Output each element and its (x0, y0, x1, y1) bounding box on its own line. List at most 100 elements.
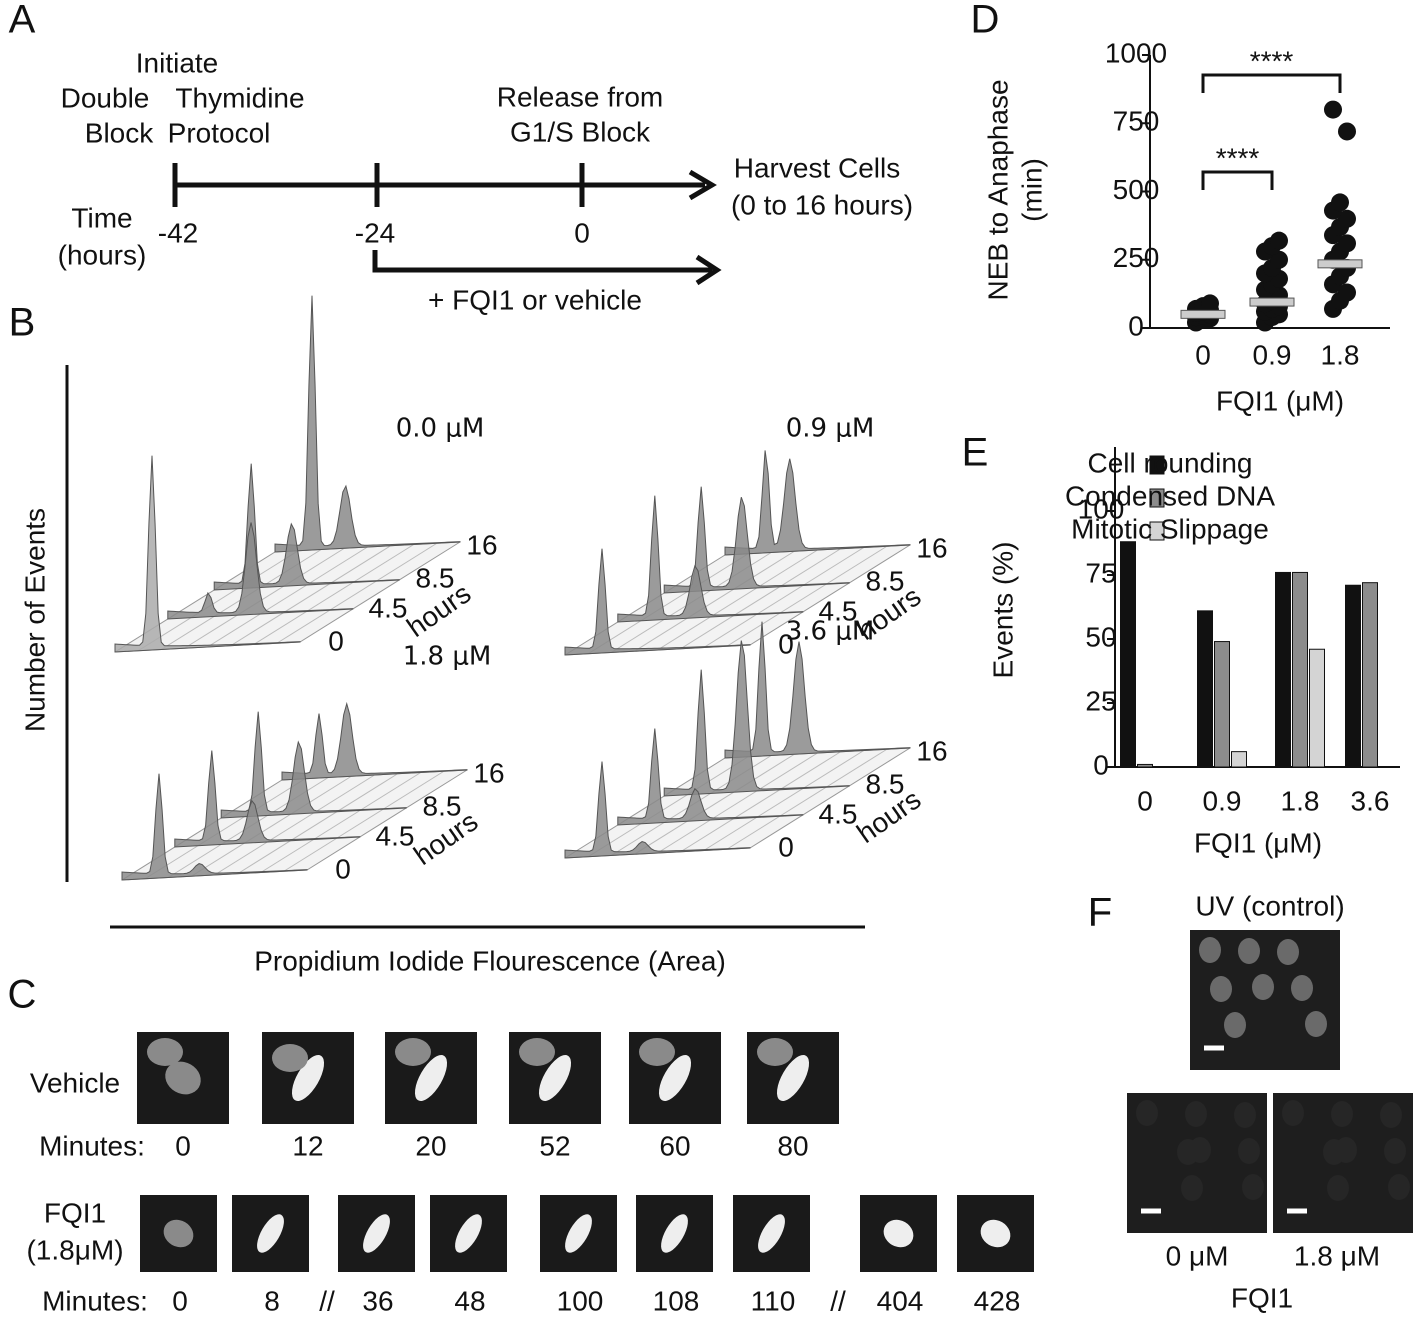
plane-grid (144, 778, 306, 880)
plane-grid (587, 756, 749, 858)
bar (1275, 571, 1291, 768)
time-label: 20 (415, 1130, 446, 1161)
bar (1231, 751, 1247, 768)
time-label: 0 (778, 628, 794, 659)
time-label: 4.5 (819, 595, 858, 626)
histogram-trace (564, 548, 751, 656)
row-label: FQI1 (44, 1197, 106, 1228)
significance-label: **** (1250, 45, 1294, 76)
nucleus (291, 1055, 325, 1101)
plane-grid (191, 775, 352, 877)
plane-grid (680, 548, 841, 650)
label: + FQI1 or vehicle (428, 284, 642, 315)
row-label: Minutes: (39, 1130, 145, 1161)
nucleus (519, 1038, 555, 1066)
label: (hours) (58, 239, 147, 270)
axis-label: Number of Events (19, 508, 50, 732)
histogram-trace (281, 701, 468, 781)
plane-grid (703, 750, 865, 851)
bar (1292, 571, 1308, 768)
time-label: 4.5 (819, 798, 858, 829)
legend-label: Cell rounding (1088, 447, 1253, 478)
time-label: 48 (454, 1285, 485, 1316)
data-point (1338, 122, 1356, 141)
time-label: 16 (466, 529, 497, 560)
y-tick-label: 75 (1085, 557, 1116, 588)
histogram-trace (663, 640, 850, 797)
timepoint: -42 (158, 217, 198, 248)
nucleus (455, 1214, 482, 1253)
time-label: 4.5 (376, 820, 415, 851)
nucleus (1331, 1101, 1353, 1127)
nucleus (1181, 1175, 1203, 1201)
nucleus (1210, 976, 1232, 1002)
concentration-label: 0.9 μM (786, 414, 875, 444)
nucleus (1199, 937, 1221, 963)
nucleus (1388, 1174, 1410, 1200)
axis-label: (min) (1016, 158, 1047, 222)
label: Release from (497, 81, 664, 112)
plane-grid (657, 752, 818, 854)
x-tick-label: 3.6 (1351, 785, 1390, 816)
significance-bracket (1201, 170, 1274, 190)
label: Protocol (168, 117, 271, 148)
plane-grid (237, 773, 398, 875)
nucleus (1327, 1175, 1349, 1201)
image-title: UV (control) (1195, 890, 1344, 921)
time-label: 80 (777, 1130, 808, 1161)
time-label: 0 (335, 853, 351, 884)
nucleus (1305, 1011, 1327, 1037)
histogram-trace (121, 773, 308, 881)
y-tick-label: 0 (1128, 310, 1144, 341)
nucleus (1238, 1138, 1260, 1164)
time-label: 4.5 (369, 592, 408, 623)
label: Initiate (136, 47, 219, 78)
label: Harvest Cells (734, 152, 900, 183)
axis-label: NEB to Anaphase (982, 79, 1013, 300)
histogram-trace (617, 495, 804, 623)
time-label: 16 (473, 757, 504, 788)
axis-label: Propidium Iodide Flourescence (Area) (254, 945, 726, 976)
time-label: 0 (328, 625, 344, 656)
histogram-trace (564, 761, 751, 859)
y-tick-label: 0 (1093, 749, 1109, 780)
nucleus (1224, 1012, 1246, 1038)
nucleus (1177, 1139, 1199, 1165)
time-label: 0 (175, 1130, 191, 1161)
data-point (1338, 283, 1356, 302)
y-tick-label: 250 (1113, 242, 1160, 273)
break-mark: // (830, 1285, 846, 1316)
label: Double (61, 82, 150, 113)
timepoint: -24 (355, 217, 395, 248)
y-tick-label: 50 (1085, 621, 1116, 652)
timepoint: 0 (574, 217, 590, 248)
nucleus (1380, 1102, 1402, 1128)
nucleus (395, 1038, 431, 1066)
time-label: 16 (916, 532, 947, 563)
histogram-stack (564, 450, 911, 656)
time-label: 404 (877, 1285, 924, 1316)
legend-label: Mitotic Slippage (1071, 513, 1269, 544)
plane-grid (726, 748, 888, 850)
break-mark: // (319, 1285, 335, 1316)
nucleus (1242, 1174, 1264, 1200)
x-tick-label: 1.8 (1281, 785, 1320, 816)
y-tick-label: 100 (1078, 493, 1125, 524)
time-label: 60 (659, 1130, 690, 1161)
y-tick-label: 1000 (1105, 37, 1167, 68)
nucleus (1384, 1138, 1406, 1164)
data-point (1201, 294, 1219, 313)
nucleus (565, 1214, 592, 1253)
plane-grid (214, 774, 375, 876)
histogram-trace (617, 728, 804, 826)
nucleus (661, 1214, 688, 1253)
significance-bracket (1201, 73, 1342, 93)
nucleus (980, 1219, 1011, 1248)
concentration-label: 0.0 μM (396, 414, 485, 444)
x-tick-label: 0 (1137, 785, 1153, 816)
time-label: 16 (916, 735, 947, 766)
plane-grid (703, 547, 865, 648)
bar (1120, 541, 1136, 768)
mean-line (1317, 259, 1363, 269)
